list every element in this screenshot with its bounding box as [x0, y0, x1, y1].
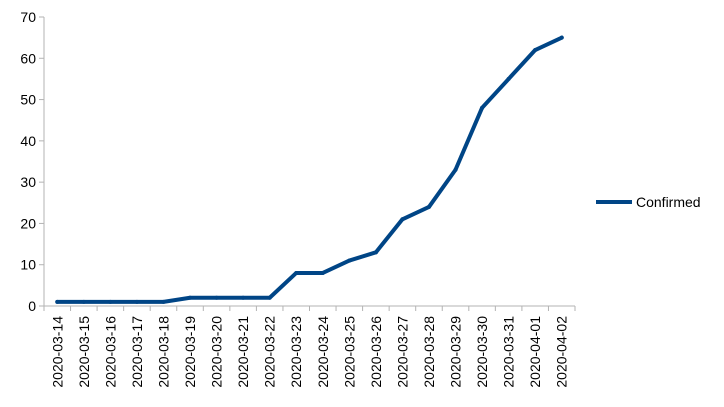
x-tick-label: 2020-03-28	[421, 316, 437, 388]
data-point	[161, 299, 166, 304]
x-tick-label: 2020-04-02	[554, 316, 570, 388]
data-point	[453, 167, 458, 172]
data-point	[241, 295, 246, 300]
x-tick-label: 2020-03-25	[341, 316, 357, 388]
data-point	[347, 258, 352, 263]
y-tick-label: 20	[20, 215, 36, 231]
x-tick-label: 2020-03-27	[394, 316, 410, 388]
chart-series	[55, 35, 564, 304]
data-point	[134, 299, 139, 304]
data-point	[320, 270, 325, 275]
data-point	[426, 204, 431, 209]
x-tick-label: 2020-03-22	[262, 316, 278, 388]
x-tick-label: 2020-03-16	[102, 316, 118, 388]
x-tick-label: 2020-03-14	[49, 316, 65, 388]
data-point	[214, 295, 219, 300]
x-tick-label: 2020-03-17	[129, 316, 145, 388]
data-point	[55, 299, 60, 304]
x-tick-label: 2020-03-21	[235, 316, 251, 388]
x-tick-label: 2020-03-30	[474, 316, 490, 388]
y-tick-label: 50	[20, 92, 36, 108]
data-point	[108, 299, 113, 304]
x-tick-label: 2020-03-19	[182, 316, 198, 388]
x-tick-label: 2020-03-31	[501, 316, 517, 388]
legend-label-confirmed: Confirmed	[636, 194, 701, 210]
y-tick-label: 0	[28, 298, 36, 314]
data-point	[559, 35, 564, 40]
x-tick-label: 2020-03-23	[288, 316, 304, 388]
x-tick-label: 2020-03-20	[209, 316, 225, 388]
data-point	[480, 105, 485, 110]
x-tick-label: 2020-04-01	[527, 316, 543, 388]
x-tick-label: 2020-03-15	[76, 316, 92, 388]
data-point	[373, 250, 378, 255]
y-tick-label: 40	[20, 133, 36, 149]
series-line-confirmed	[55, 35, 564, 304]
y-tick-label: 60	[20, 50, 36, 66]
x-tick-label: 2020-03-26	[368, 316, 384, 388]
data-point	[188, 295, 193, 300]
x-tick-label: 2020-03-29	[448, 316, 464, 388]
y-tick-label: 10	[20, 257, 36, 273]
data-point	[506, 76, 511, 81]
data-point	[400, 217, 405, 222]
y-axis-ticks: 0 10 20 30 40 50 60 70	[20, 9, 44, 314]
y-tick-label: 70	[20, 9, 36, 25]
legend-swatch-confirmed	[596, 200, 632, 204]
data-point	[533, 48, 538, 53]
y-tick-label: 30	[20, 174, 36, 190]
x-tick-label: 2020-03-18	[155, 316, 171, 388]
data-point	[294, 270, 299, 275]
x-axis-ticks: 2020-03-14 2020-03-15 2020-03-16 2020-03-17…	[43, 306, 576, 388]
data-point	[81, 299, 86, 304]
x-tick-label: 2020-03-24	[315, 316, 331, 388]
data-point	[267, 295, 272, 300]
chart-axes	[39, 17, 575, 307]
chart-legend: Confirmed	[596, 194, 701, 210]
